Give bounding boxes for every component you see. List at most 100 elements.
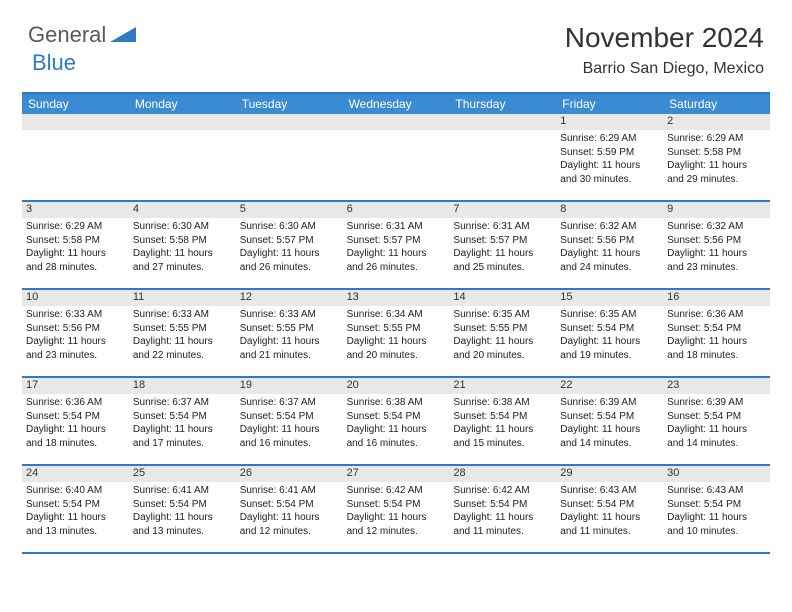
day-number: 9 <box>663 202 770 218</box>
day-number <box>236 114 343 130</box>
week-row: 24Sunrise: 6:40 AMSunset: 5:54 PMDayligh… <box>22 466 770 554</box>
day-number: 14 <box>449 290 556 306</box>
sunrise-text: Sunrise: 6:31 AM <box>347 220 446 234</box>
sunrise-text: Sunrise: 6:39 AM <box>560 396 659 410</box>
cell-body: Sunrise: 6:33 AMSunset: 5:55 PMDaylight:… <box>129 306 236 366</box>
sunrise-text: Sunrise: 6:35 AM <box>453 308 552 322</box>
day-number: 22 <box>556 378 663 394</box>
sunset-text: Sunset: 5:55 PM <box>347 322 446 336</box>
cell-body: Sunrise: 6:41 AMSunset: 5:54 PMDaylight:… <box>129 482 236 542</box>
daylight-text: Daylight: 11 hours and 10 minutes. <box>667 511 766 538</box>
day-number <box>449 114 556 130</box>
calendar-cell <box>236 114 343 200</box>
day-number: 12 <box>236 290 343 306</box>
sunrise-text: Sunrise: 6:33 AM <box>240 308 339 322</box>
daylight-text: Daylight: 11 hours and 18 minutes. <box>667 335 766 362</box>
day-number: 16 <box>663 290 770 306</box>
day-number: 6 <box>343 202 450 218</box>
sunset-text: Sunset: 5:56 PM <box>26 322 125 336</box>
day-header-sunday: Sunday <box>22 94 129 114</box>
calendar-cell: 4Sunrise: 6:30 AMSunset: 5:58 PMDaylight… <box>129 202 236 288</box>
calendar-cell <box>22 114 129 200</box>
day-number: 26 <box>236 466 343 482</box>
daylight-text: Daylight: 11 hours and 18 minutes. <box>26 423 125 450</box>
cell-body: Sunrise: 6:35 AMSunset: 5:54 PMDaylight:… <box>556 306 663 366</box>
calendar-cell <box>343 114 450 200</box>
calendar-cell: 2Sunrise: 6:29 AMSunset: 5:58 PMDaylight… <box>663 114 770 200</box>
day-number: 7 <box>449 202 556 218</box>
day-header-tuesday: Tuesday <box>236 94 343 114</box>
cell-body: Sunrise: 6:42 AMSunset: 5:54 PMDaylight:… <box>449 482 556 542</box>
sunrise-text: Sunrise: 6:39 AM <box>667 396 766 410</box>
day-number <box>22 114 129 130</box>
sunset-text: Sunset: 5:54 PM <box>133 410 232 424</box>
sunrise-text: Sunrise: 6:32 AM <box>667 220 766 234</box>
sunset-text: Sunset: 5:59 PM <box>560 146 659 160</box>
sunset-text: Sunset: 5:55 PM <box>240 322 339 336</box>
sunrise-text: Sunrise: 6:32 AM <box>560 220 659 234</box>
daylight-text: Daylight: 11 hours and 28 minutes. <box>26 247 125 274</box>
daylight-text: Daylight: 11 hours and 24 minutes. <box>560 247 659 274</box>
cell-body: Sunrise: 6:39 AMSunset: 5:54 PMDaylight:… <box>663 394 770 454</box>
title-block: November 2024 Barrio San Diego, Mexico <box>565 22 764 78</box>
sunrise-text: Sunrise: 6:38 AM <box>453 396 552 410</box>
logo-triangle-icon <box>110 24 136 47</box>
sunrise-text: Sunrise: 6:29 AM <box>667 132 766 146</box>
day-number: 8 <box>556 202 663 218</box>
calendar-cell: 10Sunrise: 6:33 AMSunset: 5:56 PMDayligh… <box>22 290 129 376</box>
daylight-text: Daylight: 11 hours and 30 minutes. <box>560 159 659 186</box>
sunset-text: Sunset: 5:54 PM <box>347 498 446 512</box>
day-number: 28 <box>449 466 556 482</box>
day-number: 10 <box>22 290 129 306</box>
day-number: 24 <box>22 466 129 482</box>
calendar-cell: 7Sunrise: 6:31 AMSunset: 5:57 PMDaylight… <box>449 202 556 288</box>
day-number: 30 <box>663 466 770 482</box>
calendar-cell: 15Sunrise: 6:35 AMSunset: 5:54 PMDayligh… <box>556 290 663 376</box>
week-row: 17Sunrise: 6:36 AMSunset: 5:54 PMDayligh… <box>22 378 770 466</box>
calendar-cell: 14Sunrise: 6:35 AMSunset: 5:55 PMDayligh… <box>449 290 556 376</box>
sunrise-text: Sunrise: 6:42 AM <box>347 484 446 498</box>
sunset-text: Sunset: 5:54 PM <box>133 498 232 512</box>
cell-body: Sunrise: 6:35 AMSunset: 5:55 PMDaylight:… <box>449 306 556 366</box>
sunrise-text: Sunrise: 6:36 AM <box>667 308 766 322</box>
calendar-cell: 16Sunrise: 6:36 AMSunset: 5:54 PMDayligh… <box>663 290 770 376</box>
header: General November 2024 Barrio San Diego, … <box>0 0 792 84</box>
day-header-saturday: Saturday <box>663 94 770 114</box>
sunrise-text: Sunrise: 6:43 AM <box>667 484 766 498</box>
daylight-text: Daylight: 11 hours and 16 minutes. <box>347 423 446 450</box>
sunrise-text: Sunrise: 6:34 AM <box>347 308 446 322</box>
sunset-text: Sunset: 5:54 PM <box>453 410 552 424</box>
cell-body: Sunrise: 6:42 AMSunset: 5:54 PMDaylight:… <box>343 482 450 542</box>
cell-body: Sunrise: 6:29 AMSunset: 5:59 PMDaylight:… <box>556 130 663 190</box>
daylight-text: Daylight: 11 hours and 26 minutes. <box>240 247 339 274</box>
calendar-cell: 12Sunrise: 6:33 AMSunset: 5:55 PMDayligh… <box>236 290 343 376</box>
sunset-text: Sunset: 5:57 PM <box>240 234 339 248</box>
calendar-cell: 22Sunrise: 6:39 AMSunset: 5:54 PMDayligh… <box>556 378 663 464</box>
week-row: 10Sunrise: 6:33 AMSunset: 5:56 PMDayligh… <box>22 290 770 378</box>
sunrise-text: Sunrise: 6:29 AM <box>560 132 659 146</box>
cell-body: Sunrise: 6:36 AMSunset: 5:54 PMDaylight:… <box>663 306 770 366</box>
day-number: 21 <box>449 378 556 394</box>
daylight-text: Daylight: 11 hours and 22 minutes. <box>133 335 232 362</box>
calendar-cell: 23Sunrise: 6:39 AMSunset: 5:54 PMDayligh… <box>663 378 770 464</box>
daylight-text: Daylight: 11 hours and 19 minutes. <box>560 335 659 362</box>
sunset-text: Sunset: 5:56 PM <box>667 234 766 248</box>
cell-body: Sunrise: 6:33 AMSunset: 5:56 PMDaylight:… <box>22 306 129 366</box>
weeks-container: 1Sunrise: 6:29 AMSunset: 5:59 PMDaylight… <box>22 114 770 554</box>
sunset-text: Sunset: 5:58 PM <box>133 234 232 248</box>
day-number <box>129 114 236 130</box>
day-number: 1 <box>556 114 663 130</box>
daylight-text: Daylight: 11 hours and 11 minutes. <box>560 511 659 538</box>
calendar-cell: 24Sunrise: 6:40 AMSunset: 5:54 PMDayligh… <box>22 466 129 552</box>
day-number: 15 <box>556 290 663 306</box>
day-number: 3 <box>22 202 129 218</box>
cell-body: Sunrise: 6:41 AMSunset: 5:54 PMDaylight:… <box>236 482 343 542</box>
sunset-text: Sunset: 5:54 PM <box>240 410 339 424</box>
cell-body: Sunrise: 6:34 AMSunset: 5:55 PMDaylight:… <box>343 306 450 366</box>
sunrise-text: Sunrise: 6:37 AM <box>240 396 339 410</box>
calendar-cell: 8Sunrise: 6:32 AMSunset: 5:56 PMDaylight… <box>556 202 663 288</box>
sunrise-text: Sunrise: 6:36 AM <box>26 396 125 410</box>
daylight-text: Daylight: 11 hours and 17 minutes. <box>133 423 232 450</box>
daylight-text: Daylight: 11 hours and 15 minutes. <box>453 423 552 450</box>
cell-body: Sunrise: 6:31 AMSunset: 5:57 PMDaylight:… <box>343 218 450 278</box>
